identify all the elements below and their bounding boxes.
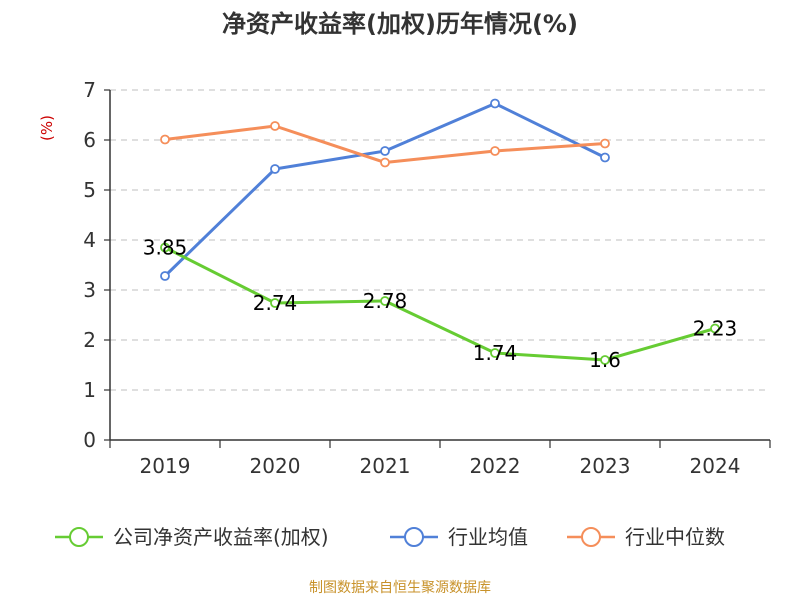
- data-labels: 3.85 2.74 2.78 1.74 1.6 2.23: [143, 236, 738, 373]
- data-point[interactable]: [270, 298, 280, 308]
- data-point[interactable]: [380, 296, 390, 306]
- data-point[interactable]: [160, 271, 170, 281]
- data-point[interactable]: [380, 157, 390, 168]
- axes: [104, 89, 771, 448]
- x-tick-labels: 2019 2020 2021 2022 2023 2024: [140, 454, 741, 478]
- x-tick-label: 2023: [580, 454, 631, 478]
- y-tick-label: 7: [83, 78, 96, 102]
- data-point[interactable]: [600, 152, 610, 163]
- legend-label: 行业均值: [448, 525, 528, 549]
- series-lines: [160, 98, 720, 365]
- legend-marker: [69, 527, 89, 547]
- legend-marker: [581, 527, 601, 547]
- data-label: 1.6: [589, 348, 621, 372]
- y-tick-label: 4: [83, 228, 96, 252]
- chart-title: 净资产收益率(加权)历年情况(%): [222, 10, 578, 38]
- source-note: 制图数据来自恒生聚源数据库: [309, 580, 491, 596]
- legend: 公司净资产收益率(加权) 行业均值 行业中位数: [55, 525, 725, 549]
- y-tick-label: 3: [83, 278, 96, 302]
- data-label: 2.78: [363, 289, 408, 313]
- data-point[interactable]: [160, 242, 170, 253]
- data-point[interactable]: [490, 98, 500, 109]
- data-point[interactable]: [270, 164, 280, 174]
- data-point[interactable]: [490, 348, 500, 358]
- data-point[interactable]: [600, 355, 610, 365]
- data-label: 2.23: [693, 317, 738, 341]
- data-point[interactable]: [600, 138, 610, 149]
- y-tick-labels: 0 1 2 3 4 5 6 7: [83, 78, 96, 452]
- data-point[interactable]: [710, 323, 720, 334]
- legend-label: 行业中位数: [625, 525, 725, 549]
- legend-item-0[interactable]: 公司净资产收益率(加权): [55, 525, 329, 549]
- series-line-2: [164, 124, 606, 164]
- y-tick-label: 1: [83, 378, 96, 402]
- legend-item-2[interactable]: 行业中位数: [567, 525, 725, 549]
- y-axis-label: (%): [38, 115, 56, 141]
- y-tick-label: 0: [83, 428, 96, 452]
- data-point[interactable]: [380, 146, 390, 156]
- x-tick-label: 2024: [690, 454, 741, 478]
- legend-marker: [404, 527, 424, 547]
- y-tick-label: 2: [83, 328, 96, 352]
- legend-label: 公司净资产收益率(加权): [113, 525, 329, 549]
- data-label: 2.74: [253, 291, 298, 315]
- legend-item-1[interactable]: 行业均值: [390, 525, 528, 549]
- data-label: 1.74: [473, 341, 518, 365]
- data-point[interactable]: [160, 134, 170, 145]
- x-tick-label: 2019: [140, 454, 191, 478]
- data-point[interactable]: [270, 121, 280, 131]
- x-tick-label: 2022: [470, 454, 521, 478]
- y-tick-label: 6: [83, 128, 96, 152]
- data-label: 3.85: [143, 236, 188, 260]
- grid-lines: [110, 89, 770, 391]
- series-line-0: [164, 246, 716, 362]
- x-tick-label: 2021: [360, 454, 411, 478]
- y-tick-label: 5: [83, 178, 96, 202]
- data-point[interactable]: [490, 146, 500, 156]
- x-tick-label: 2020: [250, 454, 301, 478]
